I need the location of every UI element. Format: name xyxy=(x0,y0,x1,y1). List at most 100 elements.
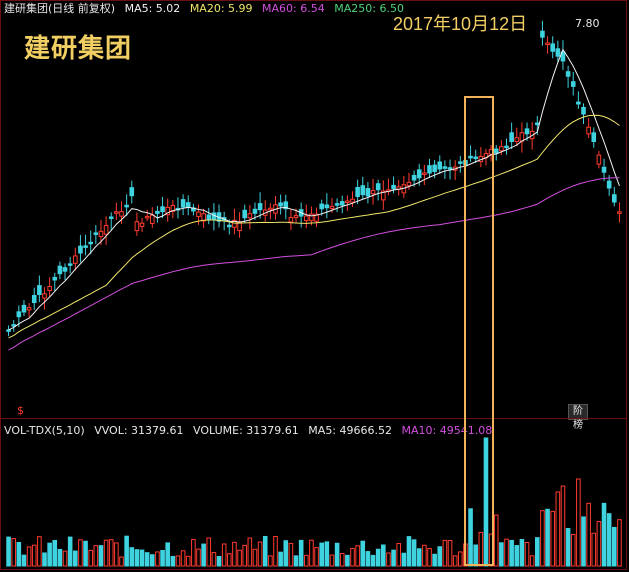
candle-body xyxy=(31,295,37,304)
volume-bar xyxy=(232,541,237,567)
candle-body xyxy=(150,214,155,225)
volume-bar xyxy=(416,548,422,567)
volume-bar xyxy=(191,539,196,567)
volume-bar xyxy=(468,508,473,567)
volume-bar xyxy=(160,550,165,567)
candle-body xyxy=(47,286,52,291)
candle-body xyxy=(67,263,73,266)
volume-bar xyxy=(458,551,463,567)
volume-bar xyxy=(247,537,253,567)
candle-body xyxy=(309,213,314,222)
volume-bar xyxy=(360,540,366,567)
candle-body xyxy=(73,255,78,264)
volume-bar xyxy=(57,548,63,567)
candle-body xyxy=(201,213,206,222)
marker-symbol: $ xyxy=(17,404,24,417)
volume-bar xyxy=(550,510,555,567)
volume-bar xyxy=(565,528,571,567)
volume-bar xyxy=(52,539,58,567)
candle-body xyxy=(237,222,242,232)
candle-body xyxy=(268,207,273,211)
volume-bar xyxy=(11,538,16,567)
candle-body xyxy=(293,215,299,219)
volume-ma5: MA5: 49666.52 xyxy=(308,424,392,437)
volume-bar xyxy=(196,548,201,567)
candle-body xyxy=(458,161,463,164)
candle-body xyxy=(493,148,499,154)
volume-bar xyxy=(206,537,212,567)
candle-body xyxy=(11,324,16,327)
candle-body xyxy=(360,185,366,196)
candle-body xyxy=(88,241,93,245)
candle-body xyxy=(334,203,340,206)
ma20-line xyxy=(8,114,620,339)
candle-body xyxy=(165,206,170,216)
candle-body xyxy=(560,51,566,62)
volume-bar xyxy=(411,539,417,567)
volume-bar xyxy=(514,545,520,567)
volume-bar xyxy=(257,541,263,567)
volume-bar xyxy=(545,508,550,567)
volume-bar xyxy=(31,544,37,567)
volume-bar xyxy=(529,555,535,567)
volume-bar xyxy=(524,542,530,567)
candle-body xyxy=(416,169,422,179)
volume-bar xyxy=(314,547,319,567)
volume-bar xyxy=(108,539,114,567)
volume-bar xyxy=(288,542,294,567)
volume-bar xyxy=(473,544,478,567)
date-annotation: 2017年10月12日 xyxy=(393,14,528,34)
volume-bar xyxy=(442,539,448,567)
volume-bar xyxy=(62,550,68,567)
candle-body xyxy=(473,156,478,160)
stock-title: 建研集团(日线 前复权) xyxy=(4,2,116,15)
volume-bar xyxy=(350,548,355,567)
volume-bar xyxy=(221,543,227,567)
volume-bar xyxy=(560,485,566,567)
candle-body xyxy=(591,132,597,142)
candle-body xyxy=(108,216,114,219)
candle-body xyxy=(232,219,237,228)
volume-bar xyxy=(37,536,42,567)
volume-bar xyxy=(103,539,109,567)
candle-body xyxy=(524,128,530,135)
volume-bar xyxy=(519,539,525,567)
volume-bar xyxy=(21,554,27,567)
candle-body xyxy=(206,214,212,221)
candle-body xyxy=(155,210,160,214)
candle-body xyxy=(103,224,109,235)
candle-body xyxy=(283,201,289,210)
volume-bar xyxy=(216,556,222,567)
volume-bar xyxy=(139,549,145,567)
candle-body xyxy=(355,186,360,197)
volume-bar xyxy=(47,542,52,567)
ma60-value: MA60: 6.54 xyxy=(262,2,325,15)
candle-body xyxy=(381,190,386,201)
panel-separator xyxy=(0,418,627,419)
volume-bar xyxy=(612,526,617,567)
volume-bar xyxy=(427,548,432,567)
candle-body xyxy=(98,230,104,238)
volume-bar xyxy=(237,549,242,567)
volume-bar xyxy=(6,536,11,567)
candle-body xyxy=(375,183,381,191)
volume-bar xyxy=(170,555,176,567)
candle-body xyxy=(391,184,396,190)
volume-bar xyxy=(493,514,499,567)
volume-bar xyxy=(298,539,304,567)
candle-body xyxy=(345,200,350,204)
volume-bar xyxy=(504,538,509,567)
badge[interactable]: 阶榜 xyxy=(568,404,588,431)
volume-bar xyxy=(447,539,453,567)
high-price-label: 7.80 xyxy=(575,17,600,30)
candle-body xyxy=(21,304,27,313)
candle-body xyxy=(252,208,258,214)
volume-bar xyxy=(581,516,586,567)
highlight-box xyxy=(464,96,494,566)
volume-bar xyxy=(406,536,412,567)
volume-bar xyxy=(339,553,345,567)
candle-body xyxy=(42,293,47,299)
volume-bar xyxy=(78,539,83,567)
volume-bar xyxy=(540,510,545,567)
